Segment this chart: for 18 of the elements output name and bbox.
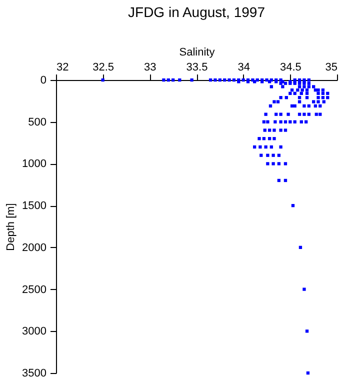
y-axis-title: Depth [m] xyxy=(5,203,18,251)
x-axis-title: Salinity xyxy=(179,46,216,58)
y-tick-label: 500 xyxy=(28,116,46,128)
x-tick-label: 32.5 xyxy=(92,62,114,74)
y-tick-label: 2000 xyxy=(22,242,46,254)
y-tick-label: 1000 xyxy=(22,158,46,170)
chart-title: JFDG in August, 1997 xyxy=(128,4,266,20)
x-tick-label: 32 xyxy=(56,62,69,74)
x-tick-label: 35 xyxy=(325,62,338,74)
y-tick-label: 2500 xyxy=(22,284,46,296)
y-tick-label: 3000 xyxy=(22,326,46,338)
y-tick-label: 3500 xyxy=(22,368,46,380)
x-tick-label: 34.5 xyxy=(280,62,302,74)
x-tick-label: 33.5 xyxy=(186,62,208,74)
y-tick-label: 1500 xyxy=(22,200,46,212)
x-tick-label: 34 xyxy=(238,62,250,74)
x-tick-label: 33 xyxy=(144,62,156,74)
y-tick-label: 0 xyxy=(40,74,46,86)
